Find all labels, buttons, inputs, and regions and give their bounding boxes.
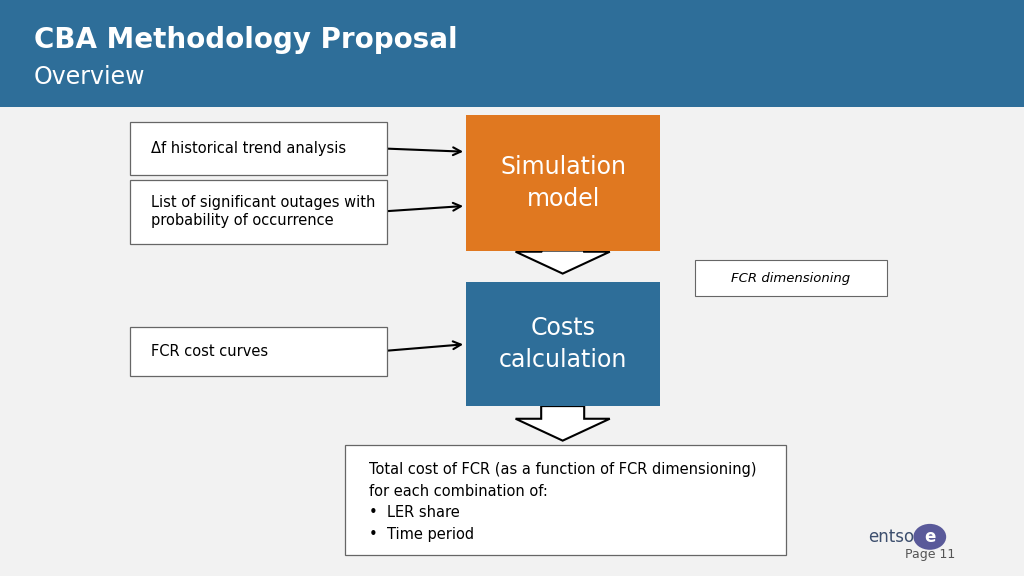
FancyBboxPatch shape <box>466 282 660 406</box>
Text: FCR cost curves: FCR cost curves <box>151 344 267 359</box>
FancyBboxPatch shape <box>466 115 660 251</box>
Ellipse shape <box>913 524 946 550</box>
Text: Δf historical trend analysis: Δf historical trend analysis <box>151 141 346 156</box>
Polygon shape <box>515 406 610 441</box>
Text: Costs
calculation: Costs calculation <box>499 316 628 372</box>
FancyBboxPatch shape <box>130 180 387 244</box>
FancyBboxPatch shape <box>130 122 387 175</box>
Text: Total cost of FCR (as a function of FCR dimensioning)
for each combination of:
•: Total cost of FCR (as a function of FCR … <box>369 462 756 542</box>
Text: List of significant outages with
probability of occurrence: List of significant outages with probabi… <box>151 195 375 228</box>
Text: entso: entso <box>868 528 914 546</box>
Polygon shape <box>515 251 610 274</box>
Text: Page 11: Page 11 <box>904 548 955 560</box>
FancyBboxPatch shape <box>130 327 387 376</box>
Text: FCR dimensioning: FCR dimensioning <box>731 272 851 285</box>
FancyBboxPatch shape <box>695 260 887 296</box>
Text: Overview: Overview <box>34 65 145 89</box>
Text: CBA Methodology Proposal: CBA Methodology Proposal <box>34 26 458 55</box>
Text: e: e <box>924 528 936 546</box>
FancyBboxPatch shape <box>0 0 1024 107</box>
FancyBboxPatch shape <box>345 445 786 555</box>
Text: Simulation
model: Simulation model <box>500 155 627 211</box>
